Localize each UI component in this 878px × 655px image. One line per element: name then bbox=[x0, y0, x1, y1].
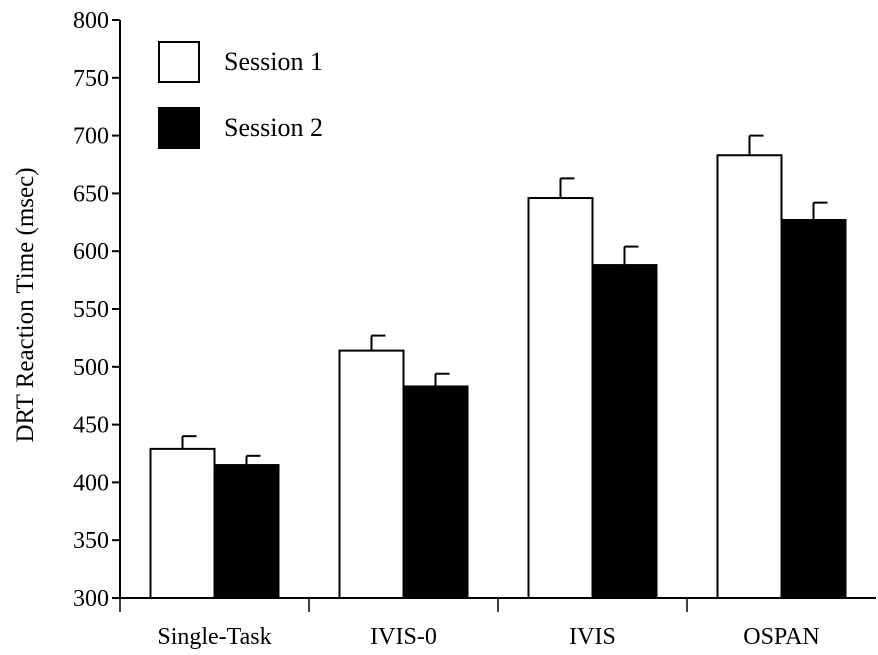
legend-label: Session 2 bbox=[224, 113, 323, 142]
y-tick-label: 750 bbox=[73, 66, 109, 92]
x-category-label: Single-Task bbox=[157, 624, 271, 650]
x-category-label: OSPAN bbox=[743, 624, 820, 650]
y-tick-label: 350 bbox=[73, 528, 109, 554]
x-category-label: IVIS-0 bbox=[370, 624, 437, 650]
x-category-label: IVIS bbox=[569, 624, 616, 650]
bars bbox=[149, 134, 847, 600]
bar-session-2 bbox=[780, 218, 847, 599]
bar-session-2 bbox=[213, 464, 280, 599]
y-tick-label: 300 bbox=[73, 586, 109, 612]
y-tick-label: 500 bbox=[73, 355, 109, 381]
bar-session-2 bbox=[402, 385, 469, 599]
y-axis-title: DRT Reaction Time (msec) bbox=[12, 167, 39, 442]
bar-session-1 bbox=[149, 447, 216, 599]
y-tick-label: 800 bbox=[73, 8, 109, 34]
y-tick-label: 550 bbox=[73, 297, 109, 323]
legend-label: Session 1 bbox=[224, 47, 323, 76]
y-ticks: 300 350 400 450 500 550 600 650 700 750 800 bbox=[73, 8, 120, 612]
bar-session-1 bbox=[527, 197, 594, 600]
y-tick-label: 400 bbox=[73, 470, 109, 496]
y-tick-label: 450 bbox=[73, 413, 109, 439]
bar-session-1 bbox=[716, 154, 783, 599]
y-tick-label: 700 bbox=[73, 124, 109, 150]
legend-swatch bbox=[158, 41, 200, 83]
bar-session-2 bbox=[591, 264, 658, 599]
bar-session-1 bbox=[338, 349, 405, 599]
y-tick-label: 650 bbox=[73, 181, 109, 207]
legend-swatch bbox=[158, 107, 200, 149]
y-tick-label: 600 bbox=[73, 239, 109, 265]
x-ticks: Single-Task IVIS-0 IVIS OSPAN bbox=[119, 598, 820, 650]
legend: Session 1 Session 2 bbox=[158, 41, 323, 149]
